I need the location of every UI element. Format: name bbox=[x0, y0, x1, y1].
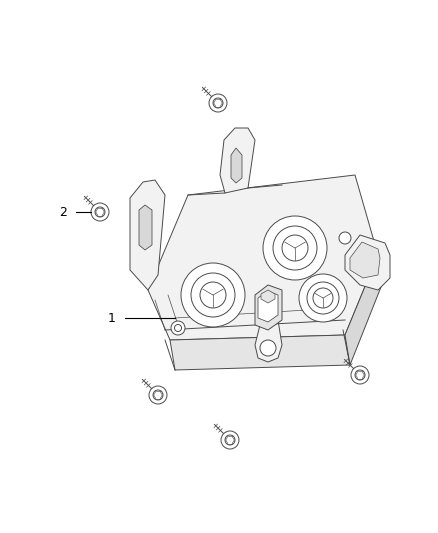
Circle shape bbox=[351, 366, 369, 384]
Polygon shape bbox=[258, 291, 278, 322]
Polygon shape bbox=[345, 235, 390, 290]
Circle shape bbox=[174, 325, 181, 332]
Polygon shape bbox=[220, 128, 255, 193]
Polygon shape bbox=[345, 255, 383, 365]
Circle shape bbox=[355, 370, 365, 380]
Circle shape bbox=[213, 98, 223, 108]
Polygon shape bbox=[139, 205, 152, 250]
Polygon shape bbox=[350, 242, 380, 278]
Circle shape bbox=[209, 94, 227, 112]
Circle shape bbox=[307, 282, 339, 314]
Polygon shape bbox=[231, 148, 242, 183]
Circle shape bbox=[221, 431, 239, 449]
Polygon shape bbox=[130, 180, 165, 290]
Text: 2: 2 bbox=[59, 206, 67, 219]
Circle shape bbox=[273, 226, 317, 270]
Circle shape bbox=[299, 274, 347, 322]
Circle shape bbox=[200, 282, 226, 308]
Polygon shape bbox=[255, 285, 282, 330]
Circle shape bbox=[191, 273, 235, 317]
Circle shape bbox=[153, 390, 163, 400]
Circle shape bbox=[171, 321, 185, 335]
Polygon shape bbox=[255, 320, 282, 362]
Circle shape bbox=[339, 232, 351, 244]
Circle shape bbox=[313, 288, 333, 308]
Circle shape bbox=[282, 235, 308, 261]
Polygon shape bbox=[261, 290, 275, 303]
Circle shape bbox=[260, 340, 276, 356]
Circle shape bbox=[263, 216, 327, 280]
Polygon shape bbox=[148, 175, 378, 340]
Polygon shape bbox=[170, 335, 350, 370]
Circle shape bbox=[181, 263, 245, 327]
Circle shape bbox=[225, 435, 235, 445]
Circle shape bbox=[91, 203, 109, 221]
Text: 1: 1 bbox=[108, 311, 116, 325]
Circle shape bbox=[95, 207, 105, 217]
Circle shape bbox=[149, 386, 167, 404]
